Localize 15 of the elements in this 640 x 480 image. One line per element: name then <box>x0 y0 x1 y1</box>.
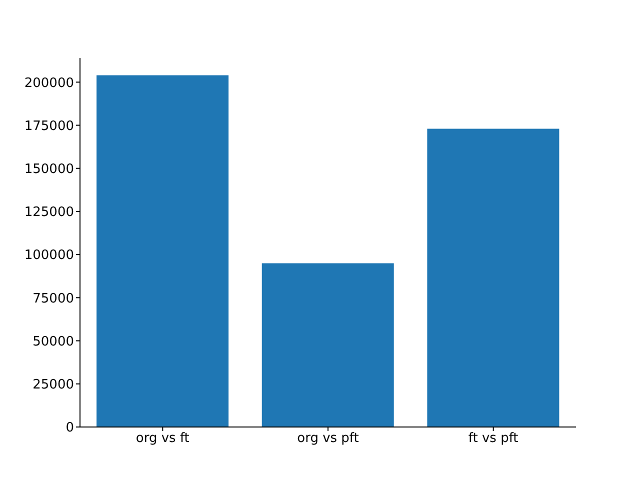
y-tick-label: 75000 <box>32 291 74 306</box>
y-tick-label: 125000 <box>24 205 74 220</box>
y-tick-label: 150000 <box>24 162 74 177</box>
x-tick-label: ft vs pft <box>468 431 518 446</box>
bar <box>262 263 394 427</box>
x-tick-label: org vs pft <box>297 431 359 446</box>
y-tick-label: 175000 <box>24 118 74 134</box>
y-tick-label: 0 <box>66 420 74 436</box>
y-tick-label: 25000 <box>32 378 74 393</box>
bar <box>427 128 560 427</box>
y-tick-label: 200000 <box>24 76 74 91</box>
x-tick-label: org vs ft <box>136 431 190 446</box>
bar <box>96 75 229 427</box>
y-tick-label: 100000 <box>24 248 74 264</box>
y-tick-label: 50000 <box>32 334 74 350</box>
